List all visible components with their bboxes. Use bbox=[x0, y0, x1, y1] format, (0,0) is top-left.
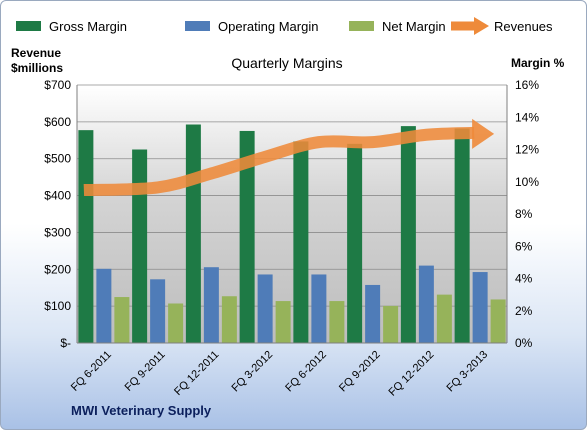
legend-label: Gross Margin bbox=[49, 19, 127, 34]
bar-net-margin bbox=[383, 305, 399, 343]
bar-net-margin bbox=[221, 296, 237, 343]
category-label: FQ 3-2012 bbox=[230, 349, 276, 395]
legend-arrowhead bbox=[474, 17, 489, 35]
legend-swatch-gross-margin bbox=[16, 21, 41, 31]
right-axis-label: Margin % bbox=[511, 56, 565, 70]
bar-gross-margin bbox=[239, 130, 255, 343]
right-tick-label: 10% bbox=[515, 175, 539, 189]
plot-area bbox=[77, 85, 507, 343]
right-tick-label: 8% bbox=[515, 207, 533, 221]
bar-net-margin bbox=[436, 294, 452, 343]
category-label: FQ 9-2011 bbox=[123, 349, 168, 394]
left-tick-label: $400 bbox=[44, 189, 71, 203]
left-tick-label: $- bbox=[60, 336, 71, 350]
category-label: FQ 12-2011 bbox=[172, 349, 221, 398]
bar-operating-margin bbox=[472, 272, 488, 343]
bar-operating-margin bbox=[418, 265, 434, 343]
right-tick-label: 6% bbox=[515, 239, 533, 253]
right-tick-label: 2% bbox=[515, 304, 533, 318]
revenue-line bbox=[83, 126, 475, 197]
bar-operating-margin bbox=[311, 274, 327, 343]
left-tick-label: $500 bbox=[44, 152, 71, 166]
bar-gross-margin bbox=[347, 143, 363, 343]
right-tick-label: 14% bbox=[515, 110, 539, 124]
bar-net-margin bbox=[490, 299, 506, 343]
bar-operating-margin bbox=[96, 268, 112, 343]
legend-swatch-operating-margin bbox=[185, 21, 210, 31]
bar-gross-margin bbox=[132, 149, 148, 343]
bar-operating-margin bbox=[257, 274, 273, 343]
right-tick-label: 0% bbox=[515, 336, 533, 350]
bar-net-margin bbox=[329, 301, 345, 343]
category-label: FQ 3-2013 bbox=[445, 349, 491, 395]
chart-title: Quarterly Margins bbox=[231, 55, 342, 71]
legend-label: Operating Margin bbox=[218, 19, 318, 34]
bar-operating-margin bbox=[150, 279, 166, 343]
left-tick-label: $300 bbox=[44, 225, 71, 239]
company-name: MWI Veterinary Supply bbox=[71, 403, 212, 418]
legend-label: Revenues bbox=[494, 19, 553, 34]
left-tick-label: $600 bbox=[44, 115, 71, 129]
revenue-arrowhead bbox=[472, 118, 495, 149]
bar-gross-margin bbox=[293, 141, 309, 343]
left-axis-label-line2: $millions bbox=[11, 61, 63, 75]
right-tick-label: 4% bbox=[515, 272, 533, 286]
right-tick-label: 12% bbox=[515, 143, 539, 157]
category-label: FQ 6-2011 bbox=[69, 349, 114, 394]
bar-gross-margin bbox=[454, 128, 470, 343]
category-label: FQ 12-2012 bbox=[387, 349, 437, 399]
left-tick-label: $200 bbox=[44, 262, 71, 276]
legend-swatch-net-margin bbox=[349, 21, 374, 31]
bar-operating-margin bbox=[365, 284, 381, 343]
legend-label: Net Margin bbox=[382, 19, 446, 34]
bar-net-margin bbox=[168, 303, 184, 343]
bar-gross-margin bbox=[400, 126, 416, 344]
bar-gross-margin bbox=[185, 124, 201, 343]
left-tick-label: $100 bbox=[44, 299, 71, 313]
bar-net-margin bbox=[114, 297, 130, 343]
bar-operating-margin bbox=[203, 267, 219, 343]
right-tick-label: 16% bbox=[515, 78, 539, 92]
bar-gross-margin bbox=[78, 130, 94, 343]
left-axis-label-line1: Revenue bbox=[11, 46, 61, 60]
left-tick-label: $700 bbox=[44, 78, 71, 92]
category-label: FQ 6-2012 bbox=[283, 349, 329, 395]
category-label: FQ 9-2012 bbox=[337, 349, 383, 395]
bar-net-margin bbox=[275, 301, 291, 343]
